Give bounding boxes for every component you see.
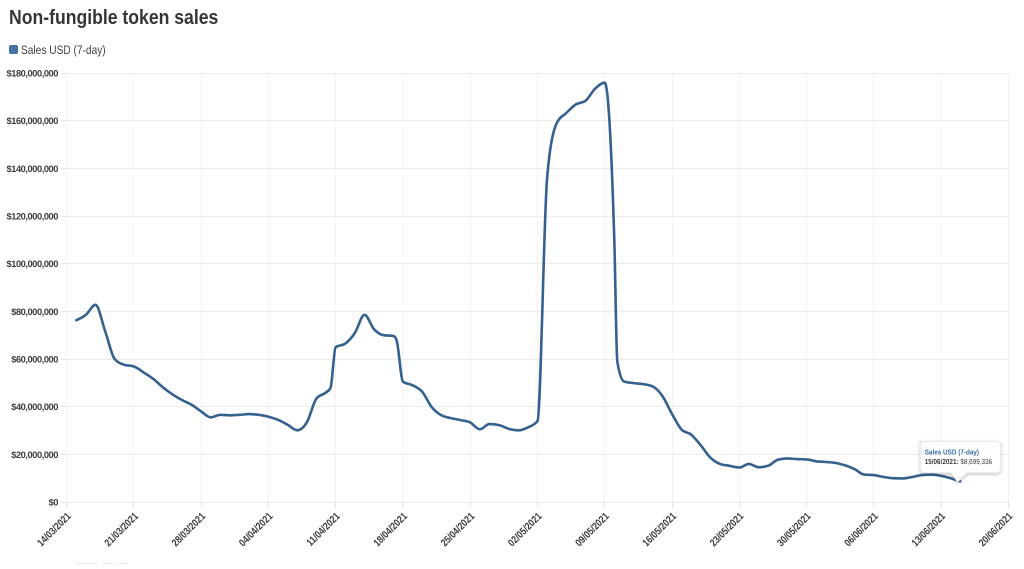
svg-text:14/03/2021: 14/03/2021 [36, 511, 74, 549]
svg-text:04/04/2021: 04/04/2021 [237, 511, 275, 549]
svg-text:$0: $0 [49, 497, 59, 507]
svg-text:18/04/2021: 18/04/2021 [372, 511, 410, 549]
svg-text:$100,000,000: $100,000,000 [7, 259, 59, 269]
svg-text:06/06/2021: 06/06/2021 [843, 511, 881, 549]
svg-text:25/04/2021: 25/04/2021 [439, 511, 477, 549]
svg-text:23/05/2021: 23/05/2021 [708, 511, 746, 549]
svg-text:$140,000,000: $140,000,000 [7, 164, 59, 174]
svg-text:$80,000,000: $80,000,000 [11, 307, 58, 317]
svg-text:$40,000,000: $40,000,000 [11, 402, 58, 412]
svg-text:02/05/2021: 02/05/2021 [506, 511, 544, 549]
svg-text:20/06/2021: 20/06/2021 [977, 511, 1015, 549]
svg-text:15/06/2021: $8,699,336: 15/06/2021: $8,699,336 [925, 457, 992, 466]
svg-text:11/04/2021: 11/04/2021 [305, 511, 343, 549]
svg-text:Sales USD (7-day): Sales USD (7-day) [925, 448, 980, 457]
svg-text:28/03/2021: 28/03/2021 [170, 511, 208, 549]
svg-text:$20,000,000: $20,000,000 [11, 450, 58, 460]
svg-text:$160,000,000: $160,000,000 [7, 116, 59, 126]
svg-text:30/05/2021: 30/05/2021 [776, 511, 814, 549]
svg-text:09/05/2021: 09/05/2021 [574, 511, 612, 549]
svg-text:21/03/2021: 21/03/2021 [103, 511, 141, 549]
svg-text:$180,000,000: $180,000,000 [7, 69, 59, 79]
svg-text:$120,000,000: $120,000,000 [7, 212, 59, 222]
svg-text:$60,000,000: $60,000,000 [11, 355, 58, 365]
svg-text:13/06/2021: 13/06/2021 [910, 511, 948, 549]
svg-text:16/05/2021: 16/05/2021 [641, 511, 679, 549]
